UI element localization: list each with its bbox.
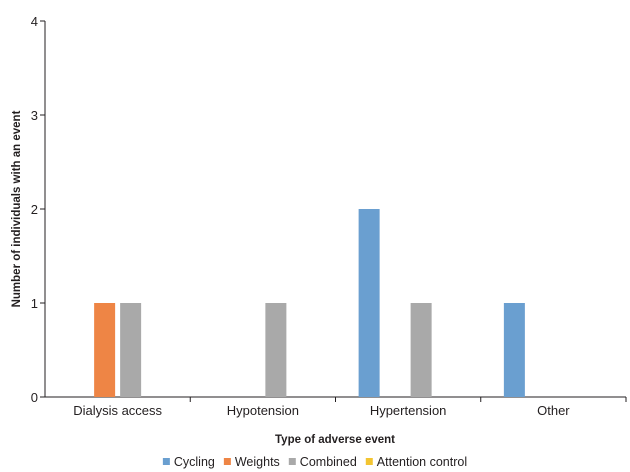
legend-swatch [223, 458, 231, 465]
y-tick-label: 3 [31, 108, 38, 123]
y-tick-label: 0 [31, 390, 38, 405]
bar-weights-dialysis-access [94, 303, 116, 397]
y-tick-label: 2 [31, 202, 38, 217]
x-axis-tick-labels: Dialysis access Hypotension Hypertension Ot… [73, 397, 627, 418]
y-tick-label: 4 [31, 14, 38, 29]
y-tick-label: 1 [31, 296, 38, 311]
legend-swatch [288, 458, 296, 465]
legend-label: Cycling [174, 455, 215, 469]
legend-swatch [162, 458, 170, 465]
legend: Cycling Weights Combined Attention control [162, 455, 467, 469]
x-tick-label: Hypotension [227, 403, 299, 418]
legend-swatch [365, 458, 373, 465]
x-tick-label: Hypertension [370, 403, 447, 418]
legend-label: Combined [300, 455, 357, 469]
bar-combined-hypertension [410, 303, 432, 397]
legend-label: Weights [235, 455, 280, 469]
x-tick-label: Other [537, 403, 570, 418]
x-tick-label: Dialysis access [73, 403, 162, 418]
bar-cycling-hypertension [358, 209, 380, 397]
y-axis-ticks: 0 1 2 3 4 [31, 14, 45, 405]
bar-cycling-other [503, 303, 525, 397]
y-axis-title: Number of individuals with an event [11, 110, 23, 307]
legend-label: Attention control [377, 455, 467, 469]
bar-combined-dialysis-access [120, 303, 142, 397]
bar-combined-hypotension [265, 303, 287, 397]
x-axis-title: Type of adverse event [275, 434, 395, 446]
bars-group [94, 209, 525, 397]
